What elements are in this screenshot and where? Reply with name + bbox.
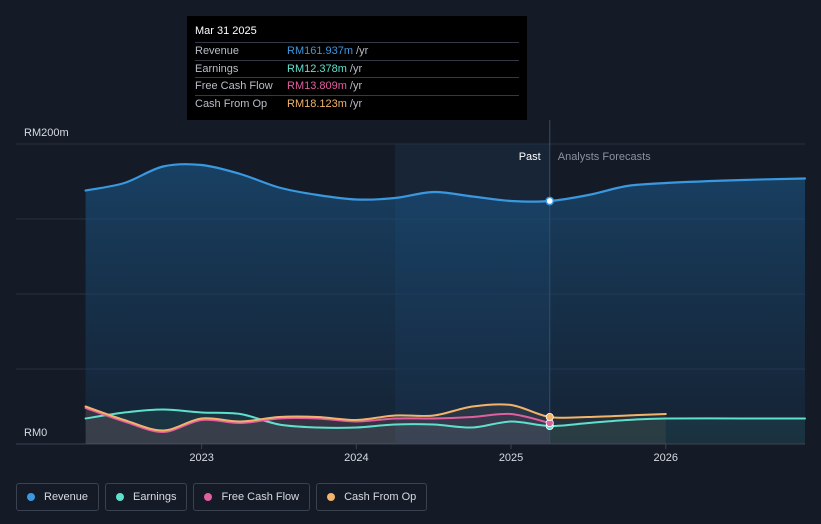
tooltip-value: RM18.123m (287, 97, 347, 110)
legend-item-revenue[interactable]: Revenue (16, 483, 100, 511)
x-tick-label: 2026 (654, 452, 678, 464)
x-tick-label: 2024 (344, 452, 368, 464)
tooltip-row-earnings: Earnings RM12.378m /yr (195, 59, 519, 78)
performance-chart: RM200m RM0 Past Analysts Forecasts 2023 2… (16, 120, 807, 464)
earnings-area (85, 409, 806, 444)
free-cash-flow-area (85, 408, 550, 444)
tooltip-label: Cash From Op (195, 97, 268, 110)
legend-label: Revenue (44, 491, 89, 503)
legend-item-free-cash-flow[interactable]: Free Cash Flow (193, 483, 311, 511)
x-tick-label: 2023 (189, 452, 213, 464)
cash-from-op-dot-icon (327, 493, 336, 501)
revenue-marker (545, 196, 555, 206)
tooltip-date: Mar 31 2025 (195, 25, 257, 37)
y-axis-max-label: RM200m (24, 127, 69, 139)
tooltip-row-revenue: Revenue RM161.937m /yr (195, 42, 519, 60)
tooltip-unit: /yr (349, 80, 363, 93)
cash-from-op-area (85, 404, 666, 444)
tooltip-row-cash-from-op: Cash From Op RM18.123m /yr (195, 94, 519, 113)
free-cash-flow-line (84, 407, 551, 434)
legend-item-cash-from-op[interactable]: Cash From Op (316, 483, 428, 511)
past-label: Past (519, 151, 541, 163)
legend-label: Free Cash Flow (221, 491, 300, 503)
tooltip-value: RM13.809m (287, 80, 347, 93)
tooltip-value: RM161.937m (287, 45, 354, 58)
x-tick-label: 2025 (499, 452, 523, 464)
revenue-area (85, 164, 806, 445)
tooltip-unit: /yr (349, 62, 363, 75)
forecast-label: Analysts Forecasts (558, 151, 651, 163)
cash-from-op-line (84, 403, 667, 432)
tooltip-unit: /yr (356, 45, 369, 58)
free-cash-flow-dot-icon (204, 493, 213, 501)
tooltip-label: Revenue (195, 45, 240, 58)
y-axis-min-label: RM0 (24, 427, 47, 439)
legend-label: Earnings (133, 491, 177, 503)
revenue-line (84, 163, 807, 203)
tooltip-unit: /yr (349, 97, 363, 110)
revenue-dot-icon (27, 493, 35, 501)
earnings-dot-icon (116, 493, 125, 501)
tooltip-row-free-cash-flow: Free Cash Flow RM13.809m /yr (195, 77, 519, 95)
earnings-line (84, 408, 806, 429)
legend-item-earnings[interactable]: Earnings (105, 483, 188, 511)
legend-label: Cash From Op (344, 491, 417, 503)
cash-from-op-marker (545, 412, 554, 421)
tooltip-value: RM12.378m (287, 62, 347, 75)
tooltip-label: Free Cash Flow (195, 80, 273, 93)
tooltip-label: Earnings (195, 62, 239, 75)
tooltip: Mar 31 2025 Revenue RM161.937m /yr Earni… (187, 16, 527, 120)
chart-legend: Revenue Earnings Free Cash Flow Cash Fro… (16, 483, 428, 511)
